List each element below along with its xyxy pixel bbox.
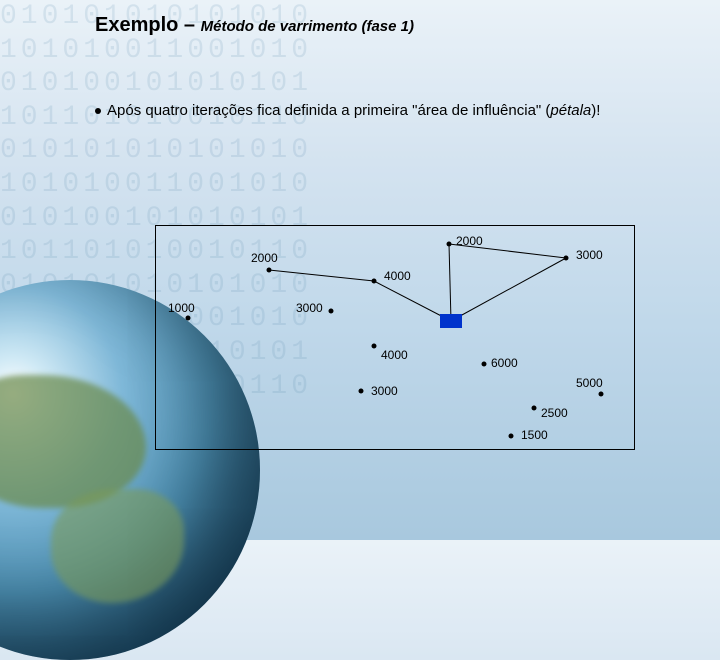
slide-title: Exemplo – Método de varrimento (fase 1) (95, 14, 414, 37)
plot-point-label: 1000 (168, 301, 195, 315)
plot-point (329, 309, 334, 314)
plot-point (359, 389, 364, 394)
title-main: Exemplo – (95, 14, 201, 36)
plot-point-label: 4000 (384, 269, 411, 283)
bullet-dot-icon (95, 108, 101, 114)
plot-edge (449, 244, 451, 321)
plot-point-label: 2500 (541, 406, 568, 420)
plot-point-label: 1500 (521, 428, 548, 442)
plot-point-label: 2000 (251, 251, 278, 265)
plot-point (509, 434, 514, 439)
plot-point (564, 256, 569, 261)
bullet-text-1: Após quatro iterações fica definida a pr… (107, 102, 550, 119)
bullet-italic: pétala (550, 102, 591, 119)
plot-point-label: 3000 (296, 301, 323, 315)
plot-edge (451, 258, 566, 321)
plot-point (372, 279, 377, 284)
plot-point-label: 6000 (491, 356, 518, 370)
depot-square (440, 314, 462, 328)
plot-point (267, 268, 272, 273)
plot-point (599, 392, 604, 397)
plot-point-label: 4000 (381, 348, 408, 362)
plot-point-label: 3000 (576, 248, 603, 262)
plot-point (532, 406, 537, 411)
plot-point (447, 242, 452, 247)
plot-point-label: 3000 (371, 384, 398, 398)
plot-point-label: 2000 (456, 234, 483, 248)
bullet-text-2: )! (591, 102, 600, 119)
plot-point (186, 316, 191, 321)
plot-point (372, 344, 377, 349)
title-sub: Método de varrimento (fase 1) (201, 18, 414, 35)
plot-point (482, 362, 487, 367)
plot-edge (269, 270, 374, 281)
scatter-plot: 1000 2000 2000 3000 4000 3000 4000 6000 3000 5000… (155, 225, 635, 450)
plot-point-label: 5000 (576, 376, 603, 390)
bullet-paragraph: Após quatro iterações fica definida a pr… (95, 100, 680, 121)
